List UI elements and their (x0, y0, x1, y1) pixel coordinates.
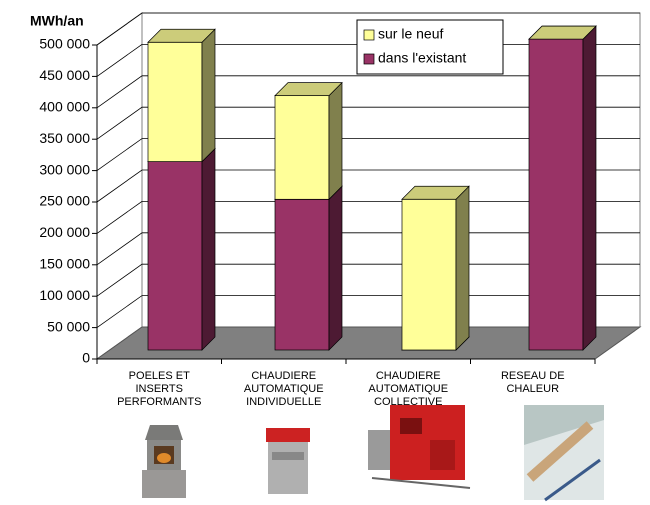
bar-front (401, 198, 457, 351)
y-axis-title: MWh/an (30, 13, 84, 29)
y-tick-label: 500 000 (39, 36, 90, 52)
collective-boiler-icon (368, 405, 471, 489)
bar-segment (147, 28, 216, 163)
legend-label: sur le neuf (378, 26, 443, 42)
grid-line (96, 232, 640, 266)
legend-box (356, 19, 504, 75)
legend-label: dans l'existant (378, 50, 466, 66)
y-tick-label: 350 000 (39, 130, 90, 146)
bar-segment (274, 81, 343, 201)
bar-side (328, 185, 343, 351)
grid-line (96, 295, 640, 328)
bar-front (274, 198, 330, 351)
bar-front (528, 38, 584, 351)
grid-line (96, 200, 640, 234)
legend-swatch (363, 53, 375, 65)
grid-line (96, 138, 640, 171)
bar-segment (401, 185, 470, 351)
grid-line (96, 75, 640, 109)
x-tick-label: CHAUDIERE AUTOMATIQUE INDIVIDUELLE (244, 370, 324, 408)
bar-side (201, 28, 216, 163)
grid-line (96, 12, 640, 46)
equipment-photos (142, 405, 604, 502)
bar-side (582, 25, 597, 351)
bar-side (328, 81, 343, 201)
bar-segment (528, 25, 597, 351)
boiler-icon (266, 428, 310, 494)
grid-line (96, 169, 640, 203)
stove-icon (142, 425, 186, 498)
y-tick-label: 300 000 (39, 161, 90, 177)
y-tick-label: 100 000 (39, 287, 90, 303)
pipe-icon (524, 405, 604, 502)
y-tick-label: 50 000 (47, 318, 90, 334)
y-tick-label: 150 000 (39, 256, 90, 272)
grid-line (96, 106, 640, 140)
bar-front (274, 95, 330, 200)
bar-segment (274, 185, 343, 351)
bar-top (147, 28, 216, 43)
legend: sur le neuf dans l'existant (356, 19, 504, 75)
y-tick-label: 250 000 (39, 193, 90, 209)
y-tick-label: 400 000 (39, 99, 90, 115)
bar-top (528, 25, 597, 40)
y-tick-label: 450 000 (39, 67, 90, 83)
y-tick-label: 200 000 (39, 224, 90, 240)
bar-side (201, 147, 216, 351)
legend-swatch (363, 29, 375, 41)
bar-top (274, 82, 343, 97)
bar-front (147, 41, 203, 162)
y-tick-label: 0 (82, 350, 90, 366)
x-tick-label: POELES ET INSERTS PERFORMANTS (117, 370, 201, 408)
grid-line (96, 263, 640, 297)
x-tick-label: CHAUDIERE AUTOMATIQUE COLLECTIVE (368, 370, 448, 408)
bar-segment (147, 147, 216, 351)
bar-segment (528, 25, 597, 40)
bar-side (455, 185, 470, 351)
x-tick-label: RESEAU DE CHALEUR (501, 370, 565, 395)
bar-top (401, 185, 470, 200)
bar-front (147, 161, 203, 351)
